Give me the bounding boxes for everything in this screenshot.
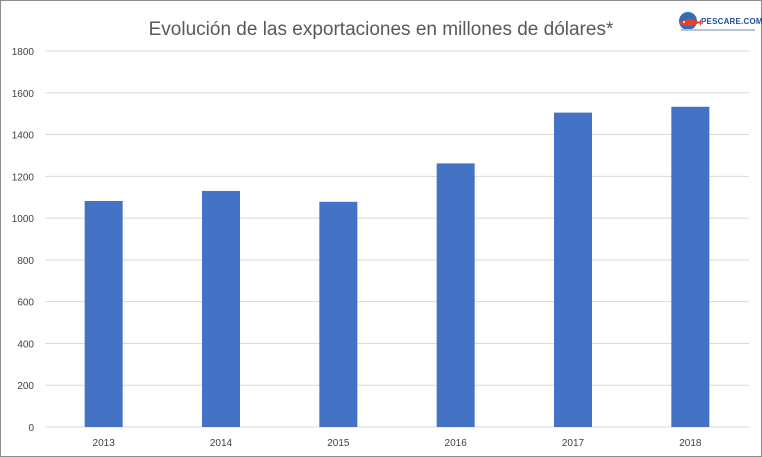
chart-title: Evolución de las exportaciones en millon… <box>148 19 614 40</box>
x-axis-ticks: 2013 2014 2015 2016 2017 2018 <box>93 438 702 449</box>
x-tick-label: 2014 <box>210 438 233 449</box>
bar-2015 <box>319 201 358 427</box>
y-tick-label: 800 <box>17 256 34 267</box>
y-axis-ticks: 0 200 400 600 800 1000 1200 1400 1600 1800 <box>12 47 35 434</box>
bar-2018 <box>671 106 710 428</box>
y-tick-label: 1600 <box>12 89 35 100</box>
bar-2016 <box>436 163 475 428</box>
y-tick-label: 200 <box>17 381 34 392</box>
y-tick-label: 1000 <box>12 214 35 225</box>
logo-tagline <box>681 29 755 31</box>
bar-2014 <box>202 190 240 427</box>
y-tick-label: 400 <box>17 339 34 350</box>
y-tick-label: 600 <box>17 298 34 309</box>
y-tick-label: 0 <box>28 423 34 434</box>
y-tick-label: 1200 <box>12 172 35 183</box>
bars <box>84 106 710 428</box>
fish-logo-icon <box>679 12 701 30</box>
bar-2017 <box>554 112 592 427</box>
gridlines <box>45 50 749 428</box>
pescare-logo: PESCARE.COM.AR <box>677 10 762 40</box>
logo-wordmark: PESCARE.COM.AR <box>701 17 762 26</box>
bar-2013 <box>84 200 123 427</box>
x-tick-label: 2016 <box>445 438 468 449</box>
x-tick-label: 2015 <box>327 438 350 449</box>
x-tick-label: 2017 <box>562 438 585 449</box>
y-tick-label: 1800 <box>12 47 35 58</box>
y-tick-label: 1400 <box>12 131 35 142</box>
x-tick-label: 2018 <box>679 438 702 449</box>
x-tick-label: 2013 <box>93 438 116 449</box>
